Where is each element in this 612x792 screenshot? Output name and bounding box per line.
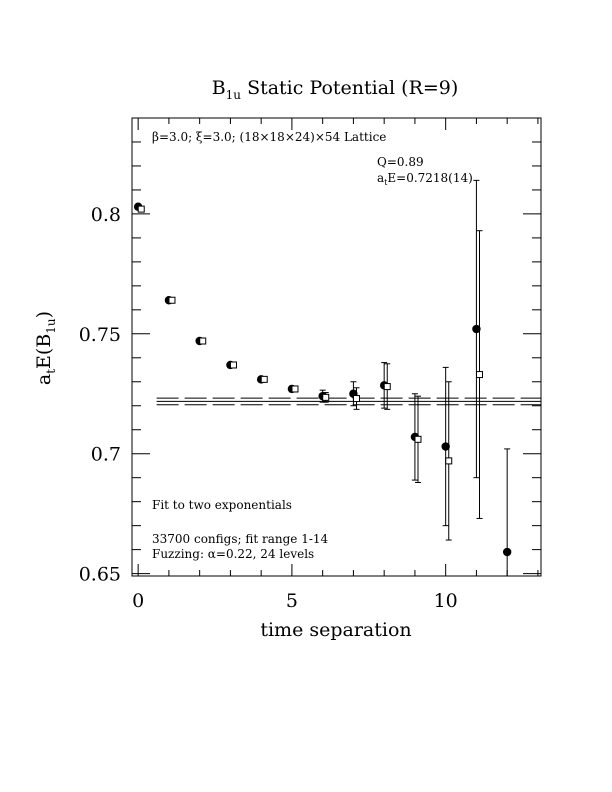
square-point xyxy=(137,205,145,213)
x-tick-label: 5 xyxy=(286,590,298,612)
y-tick-label: 0.7 xyxy=(91,444,121,466)
square-point xyxy=(229,361,237,369)
x-tick-label: 10 xyxy=(434,590,458,612)
square-point xyxy=(475,371,483,379)
y-tick-label: 0.65 xyxy=(79,564,121,586)
chart-title: B1u Static Potential (R=9) xyxy=(212,77,459,102)
energy-annotation: atE=0.7218(14) xyxy=(377,171,473,187)
circle-point xyxy=(472,324,481,334)
q-annotation: Q=0.89 xyxy=(377,155,424,169)
square-point xyxy=(291,385,299,393)
square-point xyxy=(168,296,176,304)
square-point xyxy=(322,393,330,401)
lattice-annotation: β=3.0; ξ=3.0; (18×18×24)×54 Lattice xyxy=(152,130,386,144)
configs-annotation: 33700 configs; fit range 1-14 xyxy=(152,532,329,546)
square-point xyxy=(414,435,422,443)
square-point xyxy=(199,337,207,345)
circle-point xyxy=(441,442,450,451)
x-tick-label: 0 xyxy=(132,590,144,612)
y-tick-label: 0.75 xyxy=(79,324,121,346)
square-point xyxy=(260,375,268,383)
circle-point xyxy=(502,547,512,557)
data-points xyxy=(133,179,512,577)
fit-annotation: Fit to two exponentials xyxy=(152,498,292,512)
square-point xyxy=(445,457,453,465)
y-tick-label: 0.8 xyxy=(91,204,121,226)
y-axis-label: atE(B1u) xyxy=(33,311,58,385)
square-point xyxy=(352,395,360,403)
plot-frame xyxy=(131,117,542,577)
fit-band xyxy=(156,397,541,406)
square-point xyxy=(383,383,391,391)
x-axis-label: time separation xyxy=(260,619,411,641)
fuzzing-annotation: Fuzzing: α=0.22, 24 levels xyxy=(152,547,314,561)
